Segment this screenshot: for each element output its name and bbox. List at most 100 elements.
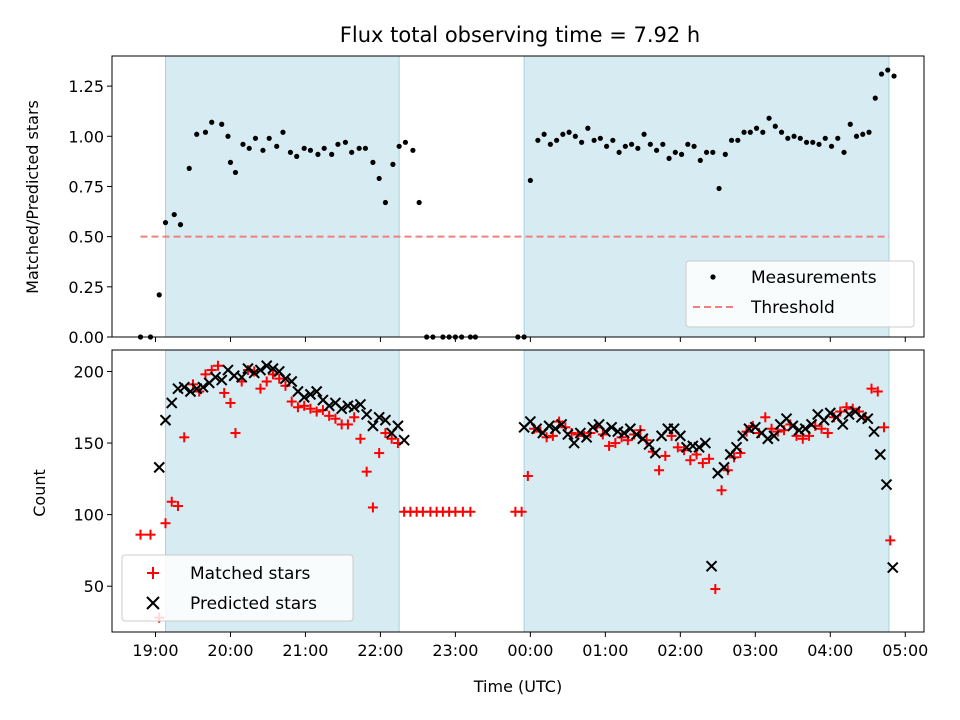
x-stroke: [574, 427, 587, 439]
measurement-point: [778, 129, 785, 135]
predicted-star-point: [184, 385, 197, 398]
x-stroke: [555, 418, 568, 431]
measurement-point: [356, 145, 362, 151]
bottom-y-axis-label: Count: [30, 469, 49, 517]
measurement-point: [376, 175, 382, 182]
predicted-star-point: [549, 423, 562, 435]
measurement-point: [691, 143, 697, 149]
predicted-star-point: [348, 401, 360, 413]
measurement-point: [321, 145, 327, 151]
predicted-star-point: [354, 398, 367, 411]
matched-star-point: [349, 412, 360, 423]
predicted-star-point: [153, 461, 165, 474]
measurement-point: [835, 135, 841, 141]
x-stroke: [874, 448, 886, 461]
measurement-point: [566, 129, 572, 135]
x-stroke: [267, 362, 279, 375]
x-stroke: [730, 441, 743, 454]
x-stroke: [805, 418, 818, 431]
measurement-point: [847, 121, 853, 127]
x-stroke: [549, 423, 562, 435]
measurement-point: [628, 141, 635, 147]
predicted-star-point: [323, 400, 335, 412]
measurement-point: [335, 141, 341, 147]
x-stroke: [348, 401, 360, 413]
measurement-point: [547, 141, 553, 147]
matched-star-point: [145, 529, 156, 540]
predicted-star-point: [699, 437, 712, 449]
x-stroke: [605, 421, 618, 434]
matched-star-point: [305, 403, 316, 414]
measurement-point: [728, 137, 735, 143]
x-stroke: [693, 441, 705, 454]
x-stroke: [849, 405, 861, 418]
matched-star-point: [230, 428, 241, 439]
predicted-star-point: [768, 430, 780, 442]
matched-star-point: [685, 455, 696, 466]
matched-star-point: [516, 506, 527, 517]
predicted-star-point: [787, 420, 799, 432]
matched-star-point: [355, 433, 366, 444]
x-stroke: [292, 385, 304, 398]
predicted-star-point: [159, 414, 172, 426]
top-legend: Measurements Threshold: [685, 260, 915, 328]
measurement-point: [872, 95, 878, 101]
legend-predicted-marker: [146, 596, 160, 610]
x-stroke: [373, 411, 385, 423]
predicted-star-point: [392, 420, 404, 432]
predicted-star-point: [267, 362, 279, 375]
predicted-star-point: [580, 431, 593, 444]
measurement-point: [741, 129, 747, 135]
matched-star-point: [672, 442, 683, 453]
predicted-star-point: [618, 427, 630, 439]
x-stroke: [599, 425, 612, 438]
matched-star-point: [604, 440, 615, 451]
predicted-star-point: [874, 448, 886, 461]
x-stroke: [630, 428, 643, 441]
x-tick-label: 04:00: [807, 641, 853, 660]
measurement-point: [891, 73, 897, 79]
x-tick-label: 22:00: [357, 641, 403, 660]
x-axis-label: Time (UTC): [473, 677, 562, 696]
y-tick-label: 50: [84, 577, 104, 596]
predicted-star-point: [367, 420, 379, 432]
predicted-star-point: [824, 407, 836, 419]
measurement-point: [560, 131, 566, 137]
x-stroke: [209, 371, 222, 383]
predicted-star-point: [562, 428, 574, 441]
x-stroke: [248, 367, 260, 379]
predicted-star-point: [868, 425, 880, 438]
x-stroke: [159, 414, 172, 426]
measurement-point: [766, 115, 772, 121]
measurement-point: [597, 135, 603, 141]
predicted-star-point: [587, 421, 599, 434]
predicted-star-point: [574, 427, 587, 439]
x-stroke: [880, 478, 893, 491]
measurement-point: [828, 143, 835, 149]
matched-star-point: [160, 518, 171, 529]
x-stroke: [222, 364, 234, 376]
x-stroke: [649, 447, 662, 459]
legend-measurements-marker: [710, 274, 716, 280]
measurement-point: [635, 145, 641, 151]
x-stroke: [360, 408, 373, 421]
predicted-star-point: [254, 364, 267, 376]
predicted-star-point: [718, 461, 730, 474]
measurement-point: [616, 149, 622, 155]
x-stroke: [824, 407, 836, 419]
x-tick-label: 23:00: [432, 641, 478, 660]
matched-star-point: [166, 496, 177, 507]
measurement-point: [591, 137, 597, 143]
chart-title: Flux total observing time = 7.92 h: [340, 23, 700, 47]
x-stroke: [668, 423, 680, 435]
matched-star-point: [342, 419, 353, 430]
x-stroke: [868, 425, 880, 438]
x-tick-label: 01:00: [582, 641, 628, 660]
x-stroke: [184, 385, 197, 398]
x-tick-label: 03:00: [732, 641, 778, 660]
x-stroke: [862, 413, 874, 425]
measurement-point: [703, 149, 710, 155]
predicted-star-point: [360, 408, 373, 421]
x-stroke: [587, 421, 599, 434]
